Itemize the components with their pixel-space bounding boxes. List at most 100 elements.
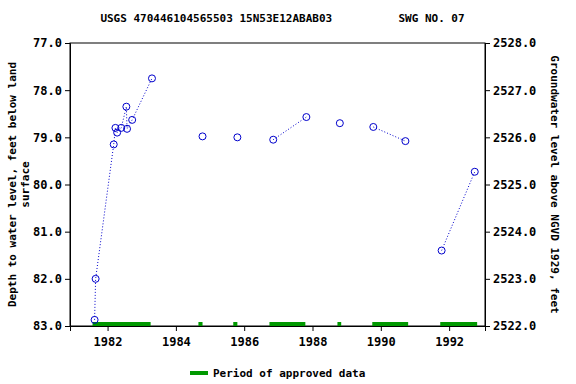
- x-axis-tick-label: 1982: [94, 335, 123, 349]
- y2-axis-tick: 2528.0: [485, 36, 536, 50]
- y2-axis-tick-label: 2523.0: [493, 272, 536, 286]
- y2-axis-tick: 2523.0: [485, 272, 536, 286]
- data-point: [110, 141, 117, 148]
- approved-period: [93, 322, 151, 326]
- x-axis-tick-label: 1992: [435, 335, 464, 349]
- y-axis-tick: 82.0: [33, 272, 70, 286]
- y2-axis-tick: 2524.0: [485, 225, 536, 239]
- x-axis-tick-label: 1990: [367, 335, 396, 349]
- y2-axis-tick-label: 2526.0: [493, 131, 536, 145]
- y-axis-tick: 79.0: [33, 131, 70, 145]
- data-point: [402, 138, 409, 145]
- series-line: [273, 117, 306, 140]
- data-point: [124, 125, 131, 132]
- y2-axis-tick-mark: [485, 279, 490, 280]
- x-axis: 1982 1984 1986 1988 1990 1992: [71, 326, 486, 349]
- y2-axis-tick: 2522.0: [485, 319, 536, 333]
- data-point: [199, 133, 206, 140]
- y2-axis-tick-label: 2527.0: [493, 84, 536, 98]
- y2-axis-title: Groundwater level above NGVD 1929, feet: [548, 55, 561, 313]
- x-axis-tick-label: 1988: [299, 335, 328, 349]
- x-axis-line: [71, 327, 486, 332]
- y-axis-tick-mark: [65, 326, 70, 327]
- approved-period: [337, 322, 341, 326]
- y-axis-tick-mark: [65, 43, 70, 44]
- data-point: [438, 247, 445, 254]
- x-axis-tick-label: 1986: [230, 335, 259, 349]
- x-axis-tick-mark: [244, 326, 245, 331]
- y-axis: 77.0 78.0 79.0 80.0 81.0 82.0 83.0: [33, 36, 70, 333]
- approved-period: [372, 322, 408, 326]
- x-axis-tick-label: 1984: [162, 335, 191, 349]
- data-point: [129, 116, 136, 123]
- y-axis-tick: 80.0: [33, 178, 70, 192]
- y-axis-tick: 78.0: [33, 84, 70, 98]
- approved-period: [233, 322, 237, 326]
- y2-axis-tick-label: 2525.0: [493, 178, 536, 192]
- y2-axis-tick: 2525.0: [485, 178, 536, 192]
- x-axis-tick-mark: [176, 326, 177, 331]
- y2-axis-tick: 2526.0: [485, 131, 536, 145]
- approved-period: [440, 322, 477, 326]
- x-axis-tick: 1986: [230, 326, 259, 349]
- approved-period: [269, 322, 305, 326]
- y-axis-tick-label: 78.0: [33, 84, 62, 98]
- y-axis-tick-label: 83.0: [33, 319, 62, 333]
- y2-axis: 2522.0 2523.0 2524.0 2525.0 2526.0 2527.0 2528…: [485, 36, 536, 333]
- y2-axis-tick-mark: [485, 185, 490, 186]
- y-axis-tick-label: 79.0: [33, 131, 62, 145]
- data-point: [123, 103, 130, 110]
- data-point: [91, 316, 98, 323]
- plot-area: [91, 75, 478, 326]
- approved-period: [198, 322, 202, 326]
- data-point: [471, 168, 478, 175]
- y2-axis-tick-mark: [485, 137, 490, 138]
- legend-label: Period of approved data: [213, 367, 365, 380]
- data-point: [234, 134, 241, 141]
- y-axis-title: Depth to water level, feet below landsur…: [6, 62, 32, 307]
- y-axis-tick-mark: [65, 279, 70, 280]
- data-point: [336, 120, 343, 127]
- series-line: [442, 172, 475, 251]
- y2-axis-tick-mark: [485, 326, 490, 327]
- legend-swatch: [190, 371, 208, 375]
- y-axis-tick-mark: [65, 137, 70, 138]
- chart: USGS 470446104565503 15N53E12ABAB03 SWG …: [0, 0, 576, 384]
- y-axis-tick-mark: [65, 185, 70, 186]
- data-point: [114, 129, 121, 136]
- data-point: [92, 275, 99, 282]
- title: USGS 470446104565503 15N53E12ABAB03 SWG …: [100, 12, 464, 25]
- x-axis-tick: 1990: [367, 326, 396, 349]
- y-axis-tick: 77.0: [33, 36, 70, 50]
- y-axis-tick-label: 81.0: [33, 225, 62, 239]
- y2-axis-tick: 2527.0: [485, 84, 536, 98]
- x-axis-tick-mark: [449, 326, 450, 331]
- y2-axis-tick-label: 2528.0: [493, 36, 536, 50]
- legend: Period of approved data: [190, 367, 365, 380]
- x-axis-tick-mark: [313, 326, 314, 331]
- y2-axis-line: [486, 44, 491, 327]
- y2-axis-tick-mark: [485, 90, 490, 91]
- y2-axis-tick-mark: [485, 232, 490, 233]
- x-axis-tick-mark: [381, 326, 382, 331]
- x-axis-tick: 1984: [162, 326, 191, 349]
- y-axis-tick-mark: [65, 232, 70, 233]
- plot-frame: [70, 43, 485, 326]
- data-point: [370, 123, 377, 130]
- series-line: [95, 78, 152, 319]
- y-axis-line: [65, 44, 71, 327]
- series-line: [373, 127, 405, 141]
- y-axis-tick: 83.0: [33, 319, 70, 333]
- x-axis-tick-mark: [108, 326, 109, 331]
- y2-axis-tick-label: 2522.0: [493, 319, 536, 333]
- data-point: [270, 136, 277, 143]
- y-axis-tick-label: 80.0: [33, 178, 62, 192]
- y-axis-tick-label: 77.0: [33, 36, 62, 50]
- y2-axis-tick-label: 2524.0: [493, 225, 536, 239]
- data-point: [148, 75, 155, 82]
- data-point: [303, 114, 310, 121]
- x-axis-tick: 1988: [299, 326, 328, 349]
- y-axis-tick-label: 82.0: [33, 272, 62, 286]
- x-axis-tick: 1992: [435, 326, 464, 349]
- y-axis-tick: 81.0: [33, 225, 70, 239]
